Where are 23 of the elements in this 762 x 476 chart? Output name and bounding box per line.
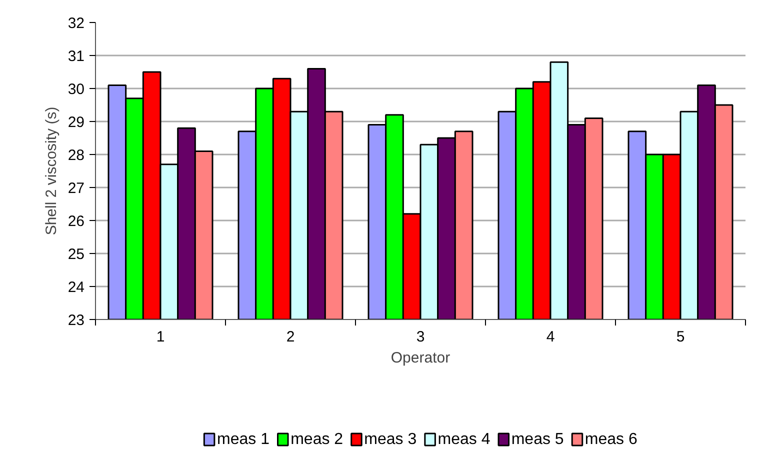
legend-label: meas 5 (511, 431, 564, 448)
legend-label: meas 4 (438, 431, 490, 448)
y-tick-label: 28 (68, 147, 85, 164)
x-tick-label: 3 (416, 328, 425, 346)
legend-label: meas 6 (584, 431, 638, 448)
y-tick-label: 32 (68, 15, 85, 32)
x-tick-label: 5 (676, 328, 685, 346)
y-tick-label: 26 (68, 213, 85, 230)
y-tick-label: 25 (68, 246, 85, 263)
x-tick-label: 1 (156, 328, 165, 346)
x-tick-label: 4 (546, 328, 555, 346)
x-tick-label: 2 (286, 328, 295, 346)
legend-label: meas 2 (290, 431, 344, 448)
y-tick-label: 24 (68, 279, 85, 296)
y-tick-label: 31 (68, 48, 85, 65)
y-tick-label: 29 (68, 114, 85, 131)
legend-label: meas 1 (217, 431, 270, 448)
y-tick-label: 30 (68, 81, 85, 98)
x-axis-title: Operator (390, 350, 450, 366)
y-tick-label: 27 (68, 180, 85, 197)
y-axis-title: Shell 2 viscosity (s) (42, 106, 60, 236)
legend-label: meas 3 (364, 431, 417, 448)
y-tick-label: 23 (68, 312, 85, 329)
